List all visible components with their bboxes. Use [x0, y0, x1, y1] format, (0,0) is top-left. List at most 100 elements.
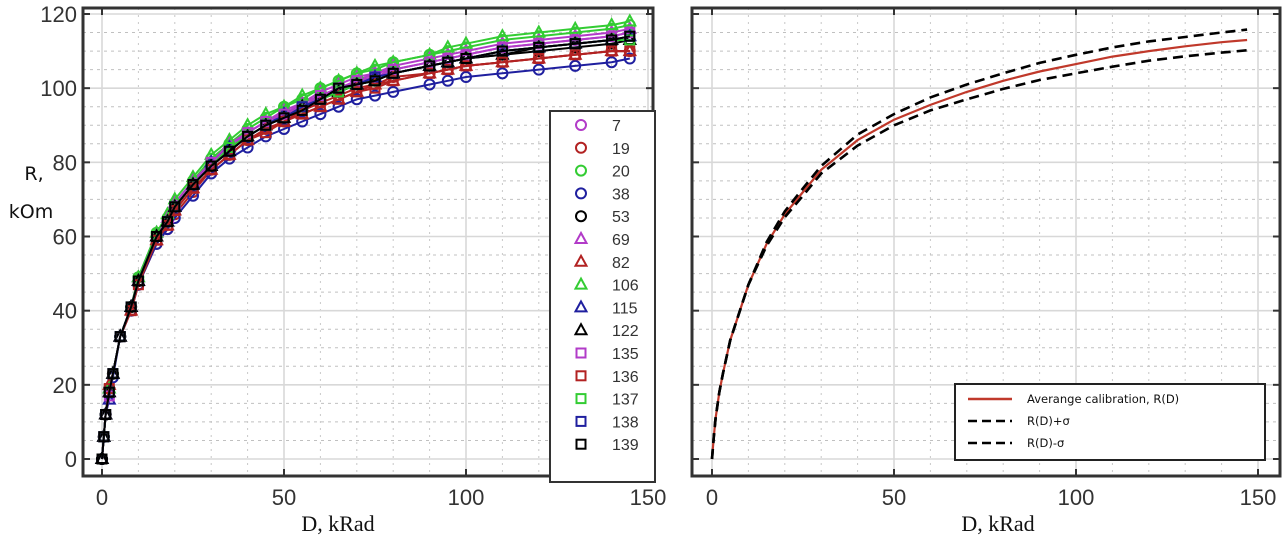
data-point-38	[369, 89, 381, 102]
legend-item-122: 122	[573, 322, 639, 340]
right-x-tick-labels: 0 50 100 150	[706, 485, 1276, 510]
data-point-136	[260, 127, 272, 139]
right-legend-box	[954, 383, 1266, 461]
data-point-139	[103, 386, 115, 398]
legend-label: 20	[612, 164, 630, 181]
y-tick-label: 100	[40, 76, 77, 101]
y-tick-label: 80	[53, 150, 77, 175]
legend-marker-square-icon	[575, 438, 587, 450]
legend-label: 137	[612, 392, 639, 409]
legend-marker-circle-icon	[575, 187, 587, 200]
data-point-38	[623, 52, 636, 65]
y-tick-label: 60	[53, 225, 77, 250]
legend-item-7: 7	[575, 118, 621, 135]
data-point-139	[533, 41, 545, 53]
data-point-38	[278, 122, 290, 135]
data-point-38	[332, 100, 345, 113]
legend-label: 136	[612, 369, 639, 386]
data-point-106	[622, 13, 637, 27]
data-point-139	[162, 216, 174, 228]
data-point-139	[223, 145, 235, 157]
data-point-38	[350, 93, 363, 106]
data-point-136	[424, 67, 436, 79]
legend-label: 53	[612, 209, 630, 226]
legend-label: 115	[612, 300, 638, 317]
data-point-136	[387, 75, 399, 87]
legend-item-20: 20	[575, 164, 630, 181]
legend-label: 122	[612, 323, 639, 340]
data-point-139	[107, 368, 119, 380]
left-x-tick-labels: 0 50 100 150	[96, 485, 666, 510]
left-y-tick-labels: 0 20 40 60 80 100 120	[40, 2, 77, 472]
legend-marker-square-icon	[575, 347, 587, 359]
data-point-106	[440, 39, 455, 53]
data-point-38	[460, 71, 472, 84]
right-tick-marks	[692, 8, 1280, 476]
x-tick-label: 100	[1058, 485, 1095, 510]
data-point-136	[460, 60, 472, 72]
legend-marker-square-icon	[575, 393, 587, 405]
data-point-139	[351, 78, 363, 90]
data-point-106	[604, 17, 619, 31]
data-point-139	[333, 82, 345, 94]
legend-item-38: 38	[575, 186, 630, 203]
data-point-139	[132, 275, 144, 287]
data-point-139	[442, 56, 454, 68]
legend-label: 69	[612, 232, 630, 249]
legend-label: Averange calibration, R(D)	[1027, 392, 1179, 406]
legend-label: R(D)-σ	[1027, 436, 1064, 450]
legend-item-137: 137	[575, 392, 639, 409]
legend-marker-circle-icon	[575, 119, 587, 131]
data-point-136	[442, 64, 454, 76]
legend-label: 7	[612, 118, 621, 135]
legend-label: R(D)+σ	[1027, 414, 1070, 428]
legend-marker-circle-icon	[575, 210, 587, 223]
data-point-136	[533, 53, 545, 64]
data-point-136	[569, 49, 581, 61]
x-tick-label: 100	[448, 485, 485, 510]
legend-item-106: 106	[573, 276, 639, 295]
y-tick-label: 20	[53, 373, 77, 398]
data-point-139	[260, 119, 272, 131]
left-x-axis-label: D, kRad	[301, 511, 374, 536]
x-tick-label: 0	[96, 485, 108, 510]
series-line-r-d-	[710, 49, 1248, 460]
legend-label: 82	[612, 255, 630, 272]
data-point-38	[296, 115, 309, 128]
data-point-139	[98, 431, 110, 443]
data-point-139	[125, 301, 137, 313]
data-point-38	[241, 141, 254, 154]
legend-item-82: 82	[573, 253, 630, 272]
legend-marker-circle-icon	[575, 164, 587, 177]
data-point-139	[96, 453, 108, 465]
legend-label: 19	[612, 141, 630, 158]
x-tick-label: 150	[1240, 485, 1277, 510]
legend-marker-triangle-icon	[573, 299, 589, 313]
data-point-139	[242, 130, 254, 142]
data-point-122	[495, 46, 510, 60]
series-line-139	[101, 35, 630, 460]
data-point-136	[369, 82, 381, 94]
legend-item-69: 69	[573, 230, 630, 249]
data-point-38	[387, 85, 400, 98]
data-point-139	[624, 30, 636, 42]
data-point-139	[187, 179, 199, 191]
legend-item-135: 135	[575, 346, 639, 363]
right-grid	[692, 8, 1280, 476]
left-y-axis-label-line1: R,	[24, 163, 43, 185]
legend-label: 106	[612, 278, 639, 295]
left-series-group	[94, 13, 637, 465]
legend-label: 138	[612, 414, 639, 431]
legend-item-138: 138	[575, 414, 639, 431]
legend-item-136: 136	[575, 369, 639, 386]
legend-item-plus-sigma: R(D)+σ	[968, 414, 1070, 428]
data-point-139	[387, 67, 399, 79]
legend-label: 135	[612, 346, 639, 363]
data-point-139	[314, 93, 326, 105]
data-point-139	[424, 60, 436, 72]
data-point-139	[205, 160, 217, 172]
data-point-38	[532, 63, 545, 76]
data-point-38	[314, 108, 327, 121]
legend-item-19: 19	[575, 141, 630, 158]
